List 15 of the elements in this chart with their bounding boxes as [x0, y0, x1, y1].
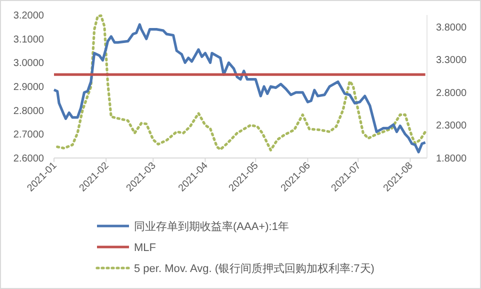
- y-tick-label: 2.7000: [13, 130, 44, 141]
- y-tick-label: 2.6000: [13, 154, 44, 164]
- y-tick-label: 3.1000: [13, 34, 44, 46]
- y2-tick-label: 3.8000: [436, 22, 468, 34]
- legend-label: MLF: [134, 242, 156, 254]
- y2-tick-label: 3.3000: [436, 55, 468, 66]
- legend-label: 5 per. Mov. Avg. (银行间质押式回购加权利率:7天): [134, 262, 374, 275]
- y2-tick-label: 2.8000: [436, 88, 468, 99]
- y-tick-label: 3.2000: [13, 10, 44, 22]
- y-tick-label: 3.0000: [13, 58, 44, 70]
- y2-tick-label: 1.8000: [436, 154, 468, 164]
- y-tick-label: 2.8000: [13, 106, 44, 117]
- y2-tick-label: 2.3000: [436, 120, 468, 132]
- legend-label: 同业存单到期收益率(AAA+):1年: [134, 220, 289, 233]
- y-tick-label: 2.9000: [13, 82, 44, 93]
